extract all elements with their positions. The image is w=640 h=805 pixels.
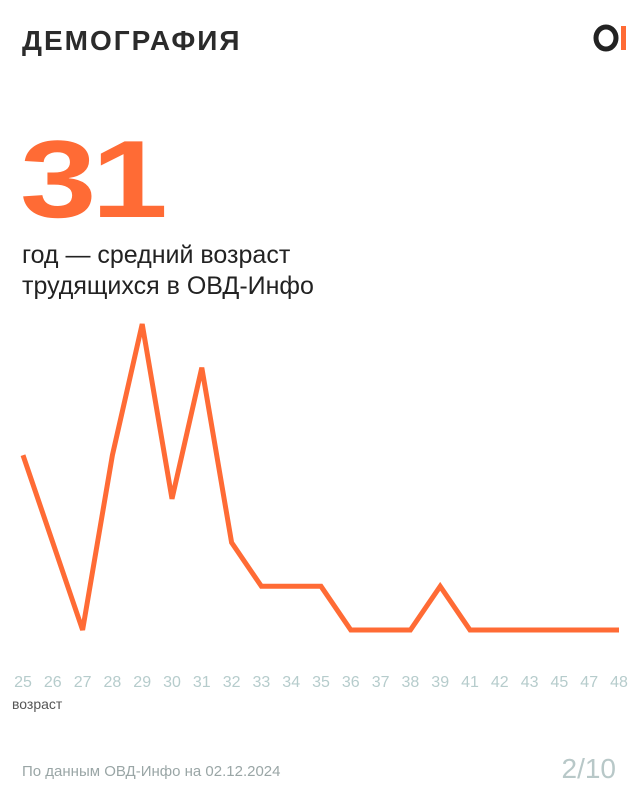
- x-tick-label: 34: [282, 674, 300, 691]
- x-tick-label: 45: [551, 674, 569, 691]
- line: [20, 323, 619, 633]
- x-tick-label: 38: [402, 674, 420, 691]
- x-tick-label: 47: [580, 674, 598, 691]
- x-tick-label: 27: [74, 674, 92, 691]
- x-tick-label: 32: [223, 674, 241, 691]
- x-tick-label: 25: [14, 674, 32, 691]
- title: ДЕМОГРАФИЯ: [22, 25, 242, 56]
- x-tick-label: 35: [312, 674, 330, 691]
- page-number: 2/10: [562, 753, 617, 784]
- logo-bar: [621, 26, 626, 50]
- source: По данным ОВД-Инфо на 02.12.2024: [22, 763, 281, 780]
- logo: [593, 24, 626, 52]
- x-tick-label: 42: [491, 674, 509, 691]
- x-tick-label: 33: [253, 674, 271, 691]
- x-tick-label: 29: [133, 674, 151, 691]
- caption-line: год — средний возраст: [22, 241, 291, 269]
- x-tick-label: 36: [342, 674, 360, 691]
- x-tick-label: 48: [610, 674, 628, 691]
- x-tick-label: 39: [431, 674, 449, 691]
- x-axis-label: возраст: [12, 696, 63, 712]
- x-tick-label: 43: [521, 674, 539, 691]
- x-tick-label: 41: [461, 674, 479, 691]
- headline-number: 31: [20, 118, 164, 241]
- x-tick-label: 30: [163, 674, 181, 691]
- caption-line: трудящихся в ОВД-Инфо: [22, 272, 314, 300]
- x-tick-label: 37: [372, 674, 390, 691]
- x-tick-label: 26: [44, 674, 62, 691]
- x-tick-label: 31: [193, 674, 211, 691]
- logo-o: [593, 24, 619, 52]
- x-tick-label: 28: [104, 674, 122, 691]
